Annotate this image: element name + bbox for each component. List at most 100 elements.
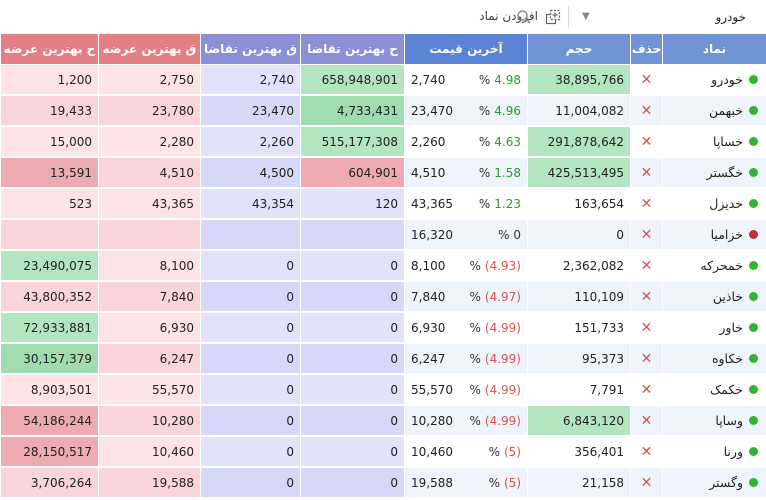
symbol-name[interactable]: وگستر bbox=[709, 475, 743, 490]
table-row[interactable]: خگستر ✕ 425,513,495 4,510% 1.58 604,901 4,500 4… bbox=[0, 158, 766, 189]
symbol-cell[interactable]: خکمک bbox=[662, 375, 766, 405]
symbol-name[interactable]: خساپا bbox=[713, 134, 743, 149]
symbol-cell[interactable]: خبهمن bbox=[662, 96, 766, 126]
search-icon[interactable] bbox=[516, 9, 532, 28]
symbol-cell[interactable]: خزامیا bbox=[662, 220, 766, 250]
column-header-best-ask-price[interactable]: ح بهترین عرضه bbox=[0, 34, 98, 65]
table-row[interactable]: خمحرکه ✕ 2,362,082 8,100% (4.93) 0 0 8,100 23,49… bbox=[0, 251, 766, 282]
symbol-name[interactable]: وساپا bbox=[715, 413, 743, 428]
best-bid-qty-cell: 0 bbox=[200, 344, 300, 374]
close-icon[interactable]: ✕ bbox=[640, 258, 653, 274]
delete-button[interactable]: ✕ bbox=[630, 65, 662, 95]
table-row[interactable]: خزامیا ✕ 0 16,320% 0 bbox=[0, 220, 766, 251]
column-header-symbol[interactable]: نماد bbox=[662, 34, 766, 65]
symbol-name[interactable]: خگستر bbox=[706, 165, 743, 180]
symbol-name[interactable]: خمحرکه bbox=[700, 258, 743, 273]
percent-sign: % bbox=[469, 290, 481, 304]
delete-button[interactable]: ✕ bbox=[630, 282, 662, 312]
symbol-cell[interactable]: خگستر bbox=[662, 158, 766, 188]
delete-button[interactable]: ✕ bbox=[630, 468, 662, 498]
symbol-name[interactable]: خاور bbox=[719, 320, 743, 335]
close-icon[interactable]: ✕ bbox=[640, 165, 653, 181]
status-dot-icon bbox=[749, 261, 758, 270]
symbol-cell[interactable]: خدیزل bbox=[662, 189, 766, 219]
last-price-value: 23,470 bbox=[411, 104, 453, 118]
column-header-volume[interactable]: حجم bbox=[527, 34, 630, 65]
delete-button[interactable]: ✕ bbox=[630, 437, 662, 467]
table-row[interactable]: خاذین ✕ 110,109 7,840% (4.97) 0 0 7,840 43,800,3… bbox=[0, 282, 766, 313]
best-ask-price-cell: 1,200 bbox=[0, 65, 98, 95]
table-row[interactable]: خکاوه ✕ 95,373 6,247% (4.99) 0 0 6,247 30,157,37… bbox=[0, 344, 766, 375]
symbol-cell[interactable]: وگستر bbox=[662, 468, 766, 498]
symbol-name[interactable]: خکمک bbox=[709, 382, 743, 397]
table-row[interactable]: ورنا ✕ 356,401 10,460% (5) 0 0 10,460 28,150,517 bbox=[0, 437, 766, 468]
column-header-best-bid-qty[interactable]: ق بهترین تقاضا bbox=[200, 34, 300, 65]
table-row[interactable]: خبهمن ✕ 11,004,082 23,470% 4.96 4,733,431 23,4… bbox=[0, 96, 766, 127]
last-price-cell: 8,100% (4.93) bbox=[404, 251, 527, 281]
best-ask-price-cell bbox=[0, 220, 98, 250]
last-price-cell: 4,510% 1.58 bbox=[404, 158, 527, 188]
symbol-name[interactable]: ورنا bbox=[723, 444, 743, 459]
table-row[interactable]: خساپا ✕ 291,878,642 2,260% 4.63 515,177,308 2,… bbox=[0, 127, 766, 158]
add-watchlist-icon[interactable] bbox=[544, 8, 562, 26]
symbol-cell[interactable]: خاذین bbox=[662, 282, 766, 312]
symbol-cell[interactable]: خاور bbox=[662, 313, 766, 343]
column-header-last-price[interactable]: آخرین قیمت bbox=[404, 34, 527, 65]
table-row[interactable]: وساپا ✕ 6,843,120 10,280% (4.99) 0 0 10,280 54,1… bbox=[0, 406, 766, 437]
close-icon[interactable]: ✕ bbox=[640, 289, 653, 305]
symbol-cell[interactable]: خمحرکه bbox=[662, 251, 766, 281]
symbol-cell[interactable]: ورنا bbox=[662, 437, 766, 467]
close-icon[interactable]: ✕ bbox=[640, 444, 653, 460]
column-header-best-bid-price[interactable]: ح بهترین تقاضا bbox=[300, 34, 404, 65]
chevron-down-icon[interactable]: ▼ bbox=[582, 11, 590, 22]
column-header-best-ask-qty[interactable]: ق بهترین عرضه bbox=[98, 34, 200, 65]
symbol-cell[interactable]: خودرو bbox=[662, 65, 766, 95]
column-header-delete[interactable]: حذف bbox=[630, 34, 662, 65]
delete-button[interactable]: ✕ bbox=[630, 189, 662, 219]
last-price-cell: 6,930% (4.99) bbox=[404, 313, 527, 343]
table-row[interactable]: خاور ✕ 151,733 6,930% (4.99) 0 0 6,930 72,933,88… bbox=[0, 313, 766, 344]
delete-button[interactable]: ✕ bbox=[630, 313, 662, 343]
best-bid-price-cell: 0 bbox=[300, 313, 404, 343]
close-icon[interactable]: ✕ bbox=[640, 72, 653, 88]
close-icon[interactable]: ✕ bbox=[640, 382, 653, 398]
symbol-cell[interactable]: خکاوه bbox=[662, 344, 766, 374]
delete-button[interactable]: ✕ bbox=[630, 96, 662, 126]
delete-button[interactable]: ✕ bbox=[630, 127, 662, 157]
delete-button[interactable]: ✕ bbox=[630, 344, 662, 374]
price-change-percent: (5) bbox=[504, 445, 521, 459]
table-row[interactable]: خدیزل ✕ 163,654 43,365% 1.23 120 43,354 43,365 5… bbox=[0, 189, 766, 220]
delete-button[interactable]: ✕ bbox=[630, 220, 662, 250]
symbol-name[interactable]: خودرو bbox=[711, 72, 743, 87]
symbol-name[interactable]: خدیزل bbox=[709, 196, 743, 211]
table-row[interactable]: وگستر ✕ 21,158 19,588% (5) 0 0 19,588 3,706,264 bbox=[0, 468, 766, 499]
delete-button[interactable]: ✕ bbox=[630, 406, 662, 436]
symbol-cell[interactable]: وساپا bbox=[662, 406, 766, 436]
close-icon[interactable]: ✕ bbox=[640, 103, 653, 119]
close-icon[interactable]: ✕ bbox=[640, 475, 653, 491]
status-dot-icon bbox=[749, 168, 758, 177]
table-header: نماد حذف حجم آخرین قیمت ح بهترین تقاضا ق… bbox=[0, 34, 766, 65]
symbol-name[interactable]: خاذین bbox=[712, 289, 743, 304]
symbol-cell[interactable]: خساپا bbox=[662, 127, 766, 157]
symbol-name[interactable]: خبهمن bbox=[708, 103, 743, 118]
close-icon[interactable]: ✕ bbox=[640, 196, 653, 212]
delete-button[interactable]: ✕ bbox=[630, 251, 662, 281]
last-price-value: 8,100 bbox=[411, 259, 446, 273]
close-icon[interactable]: ✕ bbox=[640, 134, 653, 150]
close-icon[interactable]: ✕ bbox=[640, 320, 653, 336]
percent-sign: % bbox=[469, 259, 481, 273]
symbol-name[interactable]: خکاوه bbox=[711, 351, 743, 366]
volume-cell: 2,362,082 bbox=[527, 251, 630, 281]
volume-cell: 38,895,766 bbox=[527, 65, 630, 95]
close-icon[interactable]: ✕ bbox=[640, 227, 653, 243]
close-icon[interactable]: ✕ bbox=[640, 413, 653, 429]
last-price-cell: 6,247% (4.99) bbox=[404, 344, 527, 374]
delete-button[interactable]: ✕ bbox=[630, 158, 662, 188]
close-icon[interactable]: ✕ bbox=[640, 351, 653, 367]
symbol-select[interactable]: خودرو ▼ bbox=[570, 0, 766, 33]
delete-button[interactable]: ✕ bbox=[630, 375, 662, 405]
table-row[interactable]: خودرو ✕ 38,895,766 2,740% 4.98 658,948,901 2,7… bbox=[0, 65, 766, 96]
symbol-name[interactable]: خزامیا bbox=[710, 227, 743, 242]
table-row[interactable]: خکمک ✕ 7,791 55,570% (4.99) 0 0 55,570 8,903,501 bbox=[0, 375, 766, 406]
